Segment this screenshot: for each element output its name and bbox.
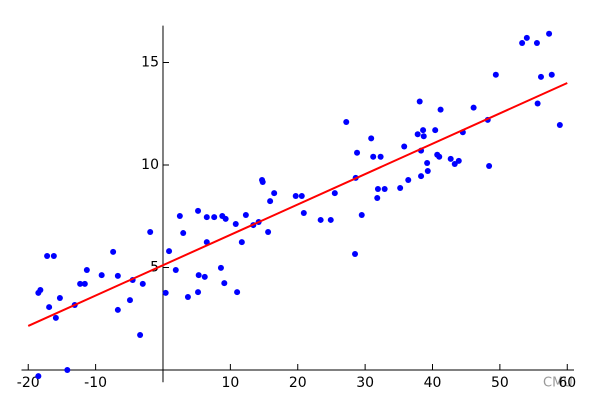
point [242, 212, 249, 219]
point [98, 272, 105, 279]
point [271, 190, 278, 197]
point [298, 192, 305, 199]
point [424, 159, 431, 166]
x-tick-label: 60 [558, 375, 576, 391]
point [327, 216, 334, 223]
point [139, 280, 146, 287]
watermark: CMU [543, 376, 573, 391]
point [300, 209, 307, 216]
point [64, 367, 71, 373]
point [354, 149, 361, 156]
point [377, 153, 384, 160]
x-tick-label: -10 [84, 375, 107, 391]
point [52, 314, 59, 321]
point [221, 280, 228, 287]
point [166, 248, 173, 255]
point [416, 98, 423, 105]
x-tick-label: 20 [289, 375, 307, 391]
point [556, 122, 563, 129]
point [370, 153, 377, 160]
point [420, 127, 427, 134]
point [203, 214, 210, 221]
point [455, 157, 462, 164]
y-tick-label: 15 [141, 55, 159, 71]
point [414, 131, 421, 138]
point [234, 289, 241, 296]
point [201, 273, 208, 280]
point [56, 295, 63, 302]
point [267, 198, 274, 205]
point [317, 216, 324, 223]
point [486, 163, 493, 170]
y-tick-label: 10 [141, 157, 159, 173]
point [265, 229, 272, 236]
point [418, 173, 425, 180]
point [176, 213, 183, 220]
point [147, 229, 154, 236]
point [548, 71, 555, 78]
y-tick-label: 5 [150, 260, 159, 276]
point [180, 230, 187, 237]
point [358, 212, 365, 219]
point [110, 248, 117, 255]
point [46, 304, 53, 311]
point [35, 373, 42, 380]
x-tick-label: 30 [356, 375, 374, 391]
point [238, 239, 245, 246]
point [203, 239, 210, 246]
point [292, 192, 299, 199]
point [401, 143, 408, 150]
point [114, 306, 121, 313]
point [172, 266, 179, 273]
point [195, 272, 202, 279]
point [405, 176, 412, 183]
point [331, 190, 338, 197]
point [259, 179, 266, 186]
point [470, 104, 477, 111]
point [534, 100, 541, 107]
point [44, 253, 51, 260]
x-tick-label: -20 [17, 375, 40, 391]
point [37, 287, 44, 294]
point [50, 253, 57, 260]
x-tick-label: 10 [221, 375, 239, 391]
point [137, 331, 144, 338]
point [222, 215, 229, 222]
point [77, 280, 84, 287]
point [352, 250, 359, 257]
point [368, 135, 375, 142]
point [447, 155, 454, 162]
point [437, 106, 444, 113]
point [381, 185, 388, 192]
point [436, 153, 443, 160]
point [537, 73, 544, 80]
point [195, 289, 202, 296]
point [232, 221, 239, 228]
point [83, 266, 90, 273]
point [420, 133, 427, 140]
point [81, 280, 88, 287]
fit-line [27, 82, 568, 327]
point [492, 71, 499, 78]
point [432, 127, 439, 134]
point [533, 40, 540, 47]
point [374, 185, 381, 192]
point [126, 297, 133, 304]
point [162, 289, 169, 296]
point [546, 30, 553, 37]
x-tick-label: 50 [491, 375, 509, 391]
point [523, 34, 530, 41]
point [397, 184, 404, 191]
point [519, 40, 526, 47]
point [195, 207, 202, 214]
point [343, 118, 350, 125]
point [424, 167, 431, 174]
point [374, 195, 381, 202]
x-tick-label: 40 [424, 375, 442, 391]
point [114, 272, 121, 279]
point [184, 294, 191, 301]
point [217, 264, 224, 271]
point [211, 214, 218, 221]
